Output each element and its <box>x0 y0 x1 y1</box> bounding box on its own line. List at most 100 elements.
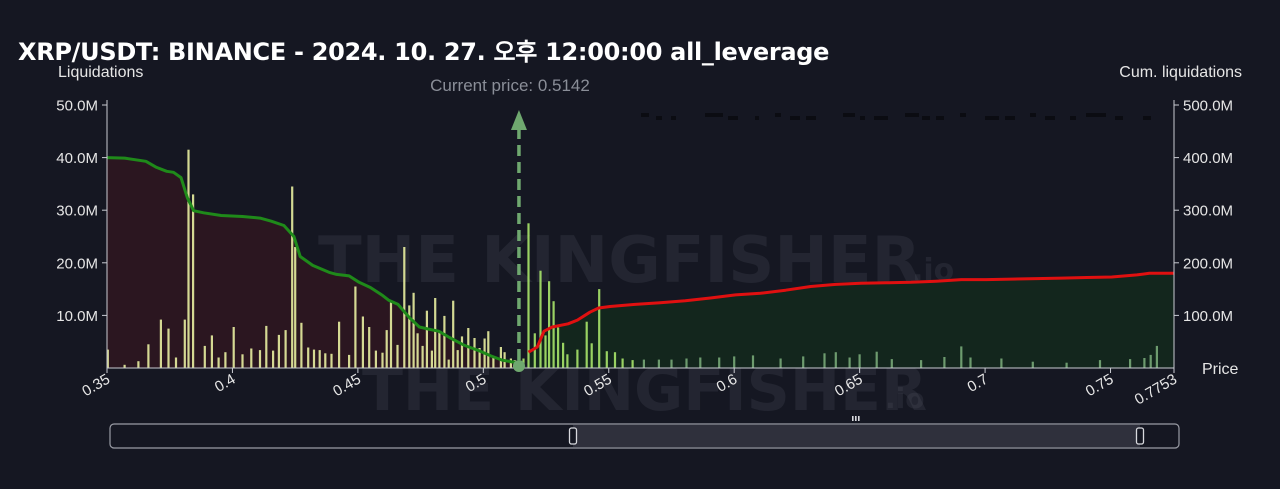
long-liquidation-bar <box>509 358 512 368</box>
long-liquidation-bar <box>265 325 268 368</box>
long-liquidation-bar <box>324 353 327 368</box>
y-left-tick-label: 30.0M <box>56 203 98 220</box>
long-liquidation-bar <box>452 300 455 368</box>
long-liquidation-bar <box>478 348 481 368</box>
short-liquidation-bar <box>858 354 861 368</box>
short-liquidation-bar <box>733 356 736 368</box>
long-liquidation-bar <box>499 347 502 368</box>
short-cum-area <box>528 273 1174 368</box>
long-liquidation-bar <box>174 357 178 368</box>
long-liquidation-bar <box>224 352 227 368</box>
long-liquidation-bar <box>408 305 411 368</box>
short-liquidation-bar <box>1000 358 1003 368</box>
short-liquidation-bar <box>1155 345 1158 368</box>
short-liquidation-bar <box>539 270 542 368</box>
legend-artifact <box>922 116 930 120</box>
long-liquidation-bar <box>456 350 459 368</box>
range-slider-track <box>109 423 1180 449</box>
long-liquidation-bar <box>318 350 321 368</box>
short-liquidation-bar <box>823 353 826 368</box>
y-left-tick-label: 20.0M <box>56 255 98 272</box>
y-left-tick-label: 50.0M <box>56 98 98 115</box>
x-tick-label: 0.35 <box>79 371 113 400</box>
y-right-tick-label: 400.0M <box>1183 150 1233 167</box>
long-liquidation-bar <box>258 350 262 368</box>
long-liquidation-bar <box>396 344 399 368</box>
short-liquidation-bar <box>718 357 721 368</box>
short-liquidation-bar <box>642 359 645 368</box>
long-liquidation-bar <box>106 349 109 368</box>
range-slider-grip-icon[interactable] <box>852 416 860 421</box>
long-liquidation-bar <box>241 354 244 368</box>
long-liquidation-bar <box>294 247 297 368</box>
short-liquidation-bar <box>527 223 530 368</box>
range-slider[interactable] <box>109 416 1180 449</box>
long-liquidation-bar <box>438 332 441 368</box>
short-liquidation-bar <box>621 358 624 368</box>
current-price-dot <box>512 360 525 372</box>
range-slider-handle[interactable] <box>1135 427 1145 445</box>
long-liquidation-bar <box>354 286 357 368</box>
long-liquidation-bar <box>192 194 195 368</box>
long-liquidation-bar <box>183 319 186 368</box>
long-liquidation-bar <box>137 361 140 368</box>
long-liquidation-bar <box>487 331 490 368</box>
long-liquidation-bar <box>167 328 170 368</box>
long-liquidation-bar <box>291 186 294 368</box>
short-liquidation-bar <box>598 289 601 368</box>
long-liquidation-bar <box>447 359 450 368</box>
legend-artifact <box>641 113 649 117</box>
short-liquidation-bar <box>685 358 688 368</box>
long-liquidation-bar <box>434 298 437 368</box>
long-liquidation-bar <box>416 333 419 368</box>
long-liquidation-bar <box>330 353 333 368</box>
long-liquidation-bar <box>338 321 341 368</box>
short-liquidation-bar <box>1129 359 1132 368</box>
short-liquidation-bar <box>751 355 755 368</box>
long-liquidation-bar <box>443 315 446 368</box>
y-right-tick-label: 200.0M <box>1183 255 1233 272</box>
legend-artifact <box>874 116 888 120</box>
short-liquidation-bar <box>1098 360 1102 368</box>
long-liquidation-bar <box>412 292 415 368</box>
short-liquidation-bar <box>802 356 805 368</box>
legend-artifact <box>775 113 781 117</box>
legend-artifact <box>936 116 944 120</box>
short-liquidation-bar <box>1143 358 1146 368</box>
short-liquidation-bar <box>670 359 673 368</box>
range-slider-window <box>573 425 1140 447</box>
legend-artifact <box>1115 116 1123 120</box>
short-liquidation-bar <box>779 358 782 368</box>
long-liquidation-bar <box>348 354 351 368</box>
legend-artifact <box>905 113 919 117</box>
long-liquidation-bar <box>473 338 476 368</box>
y-right-tick-label: 100.0M <box>1183 308 1233 325</box>
short-cum-line <box>527 271 1174 354</box>
legend-artifact <box>755 116 759 120</box>
short-liquidation-bar <box>875 351 878 368</box>
short-liquidation-bar <box>533 333 536 368</box>
legend-artifact <box>843 113 855 117</box>
long-liquidation-bar <box>300 322 303 368</box>
long-liquidation-bar <box>430 350 433 368</box>
legend-artifact <box>705 113 723 117</box>
grip-line <box>855 416 857 421</box>
legend-artifact <box>1005 116 1015 120</box>
long-liquidation-bar <box>232 327 235 368</box>
x-axis-title: Price <box>1202 361 1239 378</box>
x-tick-label: 0.4 <box>212 371 239 396</box>
range-slider-handle[interactable] <box>568 427 578 445</box>
current-price-arrow-icon <box>510 110 527 130</box>
long-liquidation-bar <box>312 349 316 368</box>
short-liquidation-bar <box>552 301 555 368</box>
short-liquidation-bar <box>943 357 946 368</box>
y-left-tick-label: 40.0M <box>56 150 98 167</box>
short-liquidation-bar <box>1031 361 1034 368</box>
long-liquidation-bar <box>389 300 393 368</box>
legend-artifact <box>1030 113 1036 117</box>
long-liquidation-bar <box>385 330 388 368</box>
short-liquidation-bar <box>960 346 963 368</box>
short-liquidation-bar <box>631 360 634 368</box>
short-liquidation-bar <box>969 357 972 368</box>
